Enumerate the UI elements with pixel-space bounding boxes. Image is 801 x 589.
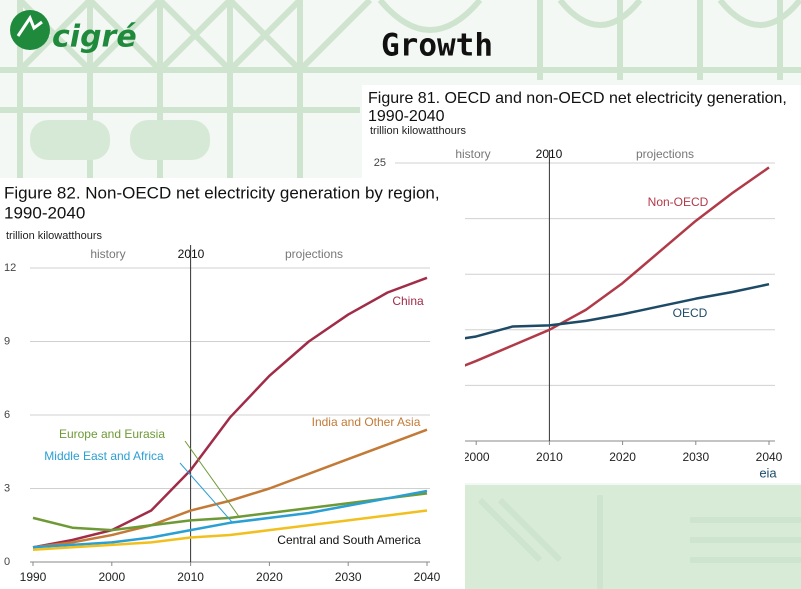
chart-title: 1990-2040 [368,108,445,125]
x-tick-label: 2030 [682,450,709,464]
leader-line [184,440,241,519]
annotation: history [90,247,125,261]
x-tick-label: 2000 [98,570,125,584]
leader-line [179,462,233,523]
x-tick-label: 2040 [414,570,441,584]
series-label: Central and South America [277,533,421,547]
chart-82: Figure 82. Non-OECD net electricity gene… [4,183,441,584]
y-tick-label: 12 [4,262,16,274]
source-logo: eia [759,465,777,480]
logo-icon [16,14,43,37]
y-tick-label: 3 [4,482,10,494]
logo-icon [10,10,50,50]
series-label: Europe and Eurasia [59,427,165,441]
projection-year: 2010 [178,247,205,261]
chart-title: Figure 81. OECD and non-OECD net electri… [368,90,787,107]
annotation: history [455,147,490,161]
y-tick-label: 0 [4,556,10,568]
x-tick-label: 2020 [256,570,283,584]
x-tick-label: 2040 [756,450,783,464]
x-tick-label: 2010 [177,570,204,584]
series-label: China [392,294,424,308]
series-label: India and Other Asia [312,415,421,429]
series-line [32,276,428,549]
annotation: projections [285,247,343,261]
series-label: Middle East and Africa [44,449,164,463]
series-line [32,428,428,549]
x-tick-label: 1990 [20,570,47,584]
slide-title: Growth [381,28,493,64]
x-tick-label: 2030 [335,570,362,584]
y-tick-label: 25 [374,157,386,169]
x-tick-label: 2020 [609,450,636,464]
y-tick-label: 6 [4,409,10,421]
projection-year: 2010 [536,147,563,161]
y-tick-label: 9 [4,335,10,347]
series-line [32,489,428,549]
x-tick-label: 2000 [463,450,490,464]
chart-title: 1990-2040 [4,203,85,222]
chart-panel [0,178,465,589]
x-tick-label: 2010 [536,450,563,464]
chart-subtitle: trillion kilowatthours [6,230,102,242]
series-label: Non-OECD [648,195,709,209]
series-line [32,509,428,551]
series-label: OECD [673,306,708,320]
logo: cigré [10,10,137,55]
chart-subtitle: trillion kilowatthours [370,125,466,137]
annotation: projections [636,147,694,161]
chart-title: Figure 82. Non-OECD net electricity gene… [4,183,440,202]
logo-text: cigré [52,20,137,55]
series-line [32,492,428,532]
